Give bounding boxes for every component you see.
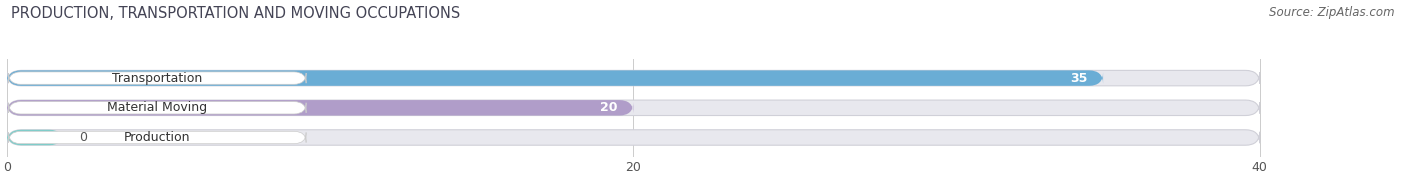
FancyBboxPatch shape	[7, 100, 633, 115]
FancyBboxPatch shape	[7, 70, 1260, 86]
Text: 20: 20	[600, 101, 617, 114]
FancyBboxPatch shape	[8, 72, 307, 84]
Text: PRODUCTION, TRANSPORTATION AND MOVING OCCUPATIONS: PRODUCTION, TRANSPORTATION AND MOVING OC…	[11, 6, 461, 21]
FancyBboxPatch shape	[8, 131, 307, 144]
Text: Production: Production	[124, 131, 191, 144]
Text: Source: ZipAtlas.com: Source: ZipAtlas.com	[1270, 6, 1395, 19]
FancyBboxPatch shape	[8, 102, 307, 114]
FancyBboxPatch shape	[7, 100, 1260, 115]
FancyBboxPatch shape	[7, 70, 1104, 86]
Text: 0: 0	[79, 131, 87, 144]
Text: Transportation: Transportation	[112, 72, 202, 85]
Text: Material Moving: Material Moving	[107, 101, 208, 114]
FancyBboxPatch shape	[7, 130, 1260, 145]
Text: 35: 35	[1070, 72, 1087, 85]
FancyBboxPatch shape	[7, 130, 63, 145]
